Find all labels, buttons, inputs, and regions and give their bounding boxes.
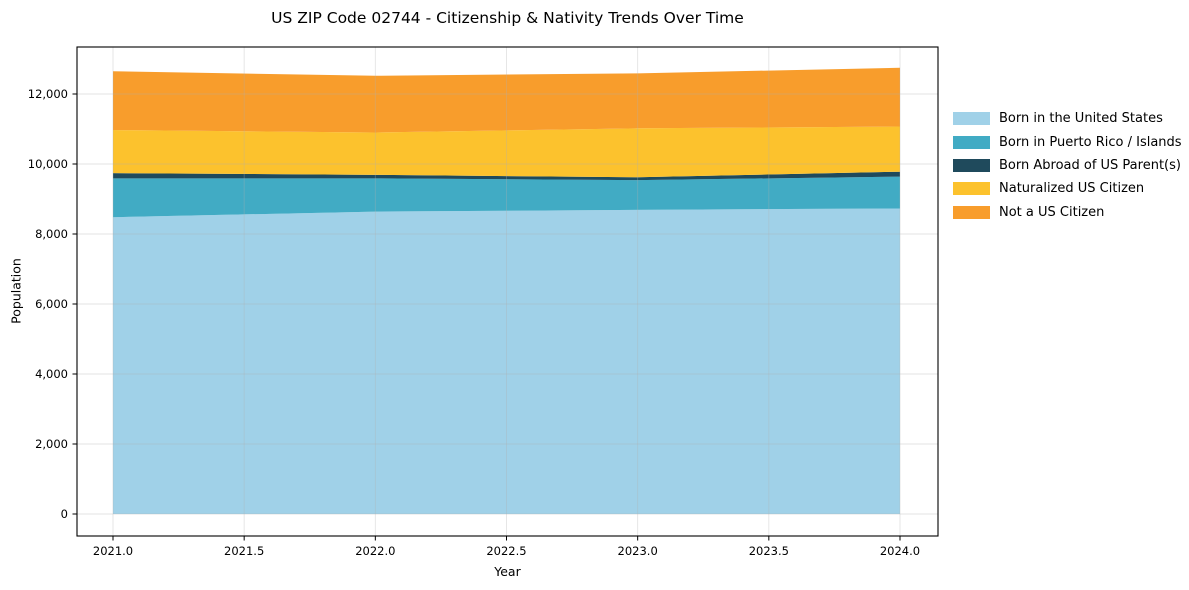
legend-item: Born Abroad of US Parent(s) xyxy=(953,154,1182,177)
area-series-4 xyxy=(113,67,900,133)
x-axis-label: Year xyxy=(494,564,521,579)
area-series-1 xyxy=(113,176,900,218)
legend-item: Born in Puerto Rico / Islands xyxy=(953,130,1182,153)
plot-border xyxy=(76,46,939,537)
legend-label: Naturalized US Citizen xyxy=(999,181,1145,197)
legend-swatch xyxy=(953,112,990,126)
legend-label: Born in the United States xyxy=(999,111,1163,127)
y-tick-label: 2,000 xyxy=(35,437,68,451)
x-tick-label: 2022.5 xyxy=(486,544,526,558)
y-tick-label: 12,000 xyxy=(28,87,68,101)
y-tick-label: 10,000 xyxy=(28,157,68,171)
x-tick-label: 2023.5 xyxy=(749,544,789,558)
legend-swatch xyxy=(953,182,990,196)
x-tick-label: 2023.0 xyxy=(618,544,658,558)
chart-title: US ZIP Code 02744 - Citizenship & Nativi… xyxy=(271,9,744,27)
x-tick-label: 2022.0 xyxy=(355,544,395,558)
legend-label: Born in Puerto Rico / Islands xyxy=(999,134,1182,150)
x-tick-label: 2021.5 xyxy=(224,544,264,558)
legend-item: Naturalized US Citizen xyxy=(953,177,1182,200)
y-tick-label: 6,000 xyxy=(35,297,68,311)
legend: Born in the United States Born in Puerto … xyxy=(953,107,1182,224)
y-tick-label: 8,000 xyxy=(35,227,68,241)
area-series-0 xyxy=(113,208,900,514)
legend-swatch xyxy=(953,158,990,172)
legend-swatch xyxy=(953,135,990,149)
area-series-2 xyxy=(113,171,900,181)
y-tick-label: 0 xyxy=(61,507,68,521)
legend-label: Born Abroad of US Parent(s) xyxy=(999,157,1181,173)
x-tick-label: 2024.0 xyxy=(880,544,920,558)
legend-label: Not a US Citizen xyxy=(999,204,1105,220)
y-axis-label: Population xyxy=(8,258,24,324)
legend-swatch xyxy=(953,205,990,219)
x-tick-label: 2021.0 xyxy=(93,544,133,558)
y-tick-label: 4,000 xyxy=(35,367,68,381)
legend-item: Born in the United States xyxy=(953,107,1182,130)
area-series-3 xyxy=(113,126,900,178)
legend-item: Not a US Citizen xyxy=(953,201,1182,224)
